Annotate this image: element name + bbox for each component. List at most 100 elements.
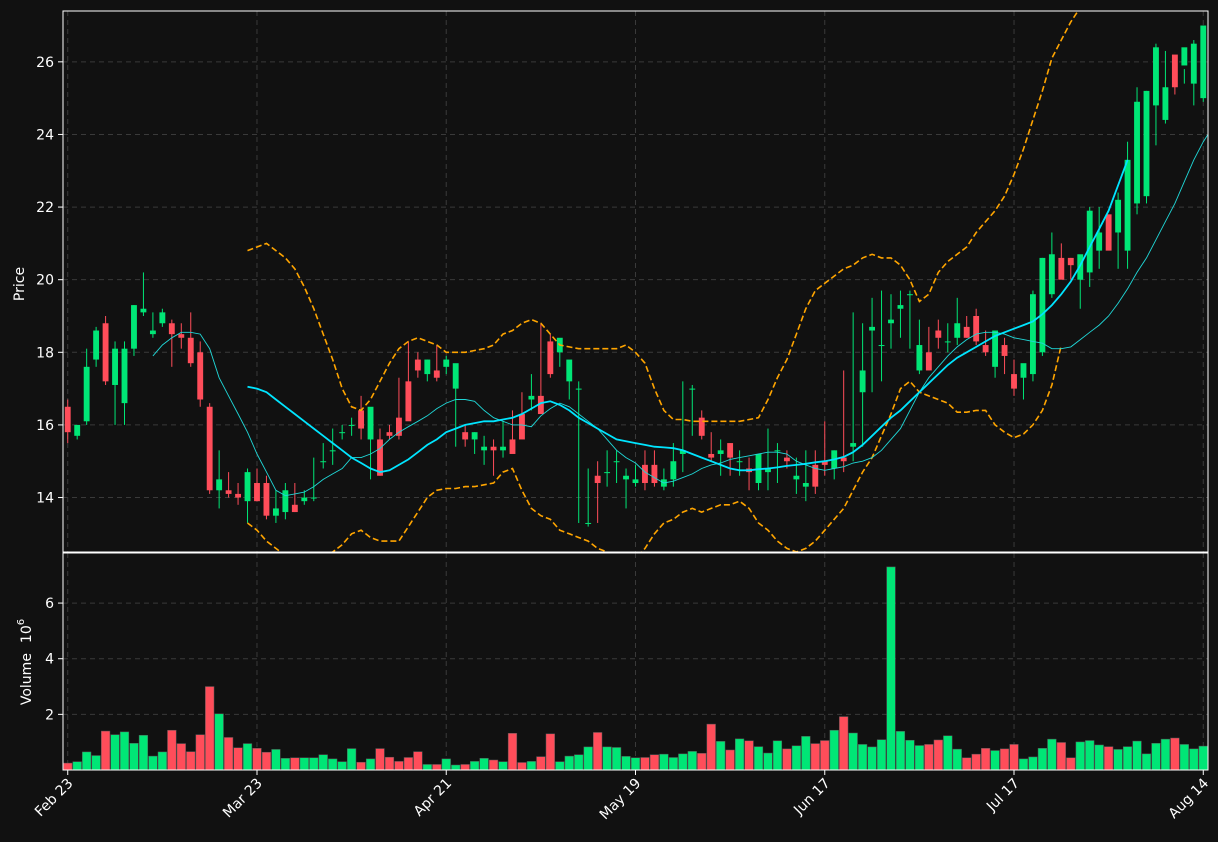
candle-body-up bbox=[131, 305, 137, 349]
price-panel: 14 16 18 20 22 24 26 bbox=[36, 10, 1209, 553]
volume-bar-down bbox=[593, 732, 603, 770]
candle-body-up bbox=[1124, 159, 1131, 251]
candle-body-up bbox=[604, 472, 611, 474]
volume-bar-up bbox=[72, 761, 82, 770]
volume-bar-down bbox=[195, 734, 205, 770]
candle-body-down bbox=[1011, 374, 1017, 389]
volume-bar-up bbox=[91, 755, 101, 770]
candle-body-up bbox=[301, 497, 308, 502]
volume-bar-down bbox=[413, 751, 423, 770]
volume-bar-up bbox=[271, 749, 281, 770]
volume-bar-down bbox=[233, 747, 243, 770]
volume-bar-up bbox=[479, 758, 489, 770]
volume-bar-up bbox=[1141, 753, 1152, 770]
volume-bar-up bbox=[422, 764, 432, 770]
candle-body-down bbox=[263, 483, 270, 516]
volume-bar-down bbox=[384, 756, 395, 770]
volume-bar-up bbox=[867, 746, 877, 770]
volume-bar-up bbox=[1160, 738, 1171, 770]
candle-body-up bbox=[481, 446, 488, 451]
price-tick-label: 18 bbox=[36, 345, 54, 361]
candle-body-up bbox=[329, 450, 336, 452]
candle-body-up bbox=[424, 359, 431, 375]
candle-body-down bbox=[1058, 257, 1065, 280]
candle-body-up bbox=[765, 468, 771, 473]
candle-body-up bbox=[906, 294, 913, 296]
volume-bar-up bbox=[801, 736, 811, 770]
volume-bar-up bbox=[734, 738, 745, 770]
candle-body-up bbox=[339, 432, 346, 434]
volume-bar-up bbox=[574, 754, 584, 770]
candle-body-up bbox=[566, 359, 573, 382]
volume-bar-down bbox=[1066, 757, 1076, 770]
volume-bar-up bbox=[1179, 744, 1189, 770]
candle-body-down bbox=[462, 432, 469, 440]
volume-bar-up bbox=[1018, 758, 1029, 770]
candle-body-up bbox=[320, 461, 327, 463]
volume-bar-up bbox=[309, 757, 319, 770]
volume-tick-label: 6 bbox=[45, 596, 54, 612]
volume-bar-down bbox=[706, 723, 716, 770]
volume-tick-label: 4 bbox=[45, 652, 54, 668]
candle-body-up bbox=[736, 461, 743, 463]
volume-bar-up bbox=[148, 755, 158, 770]
volume-bar-up bbox=[687, 751, 697, 770]
volume-bar-up bbox=[1151, 743, 1161, 770]
candle-body-up bbox=[140, 308, 147, 313]
candle-body-up bbox=[1086, 210, 1093, 273]
volume-bar-down bbox=[981, 748, 991, 770]
volume-bar-down bbox=[252, 748, 262, 770]
bollinger-upper-band bbox=[247, 11, 1079, 423]
candle-body-up bbox=[1115, 199, 1122, 233]
volume-bar-down bbox=[962, 757, 972, 770]
candle-body-up bbox=[1143, 90, 1150, 197]
candle-body-down bbox=[698, 417, 705, 436]
volume-bar-down bbox=[933, 739, 943, 770]
candle-body-up bbox=[121, 348, 128, 404]
volume-bar-down bbox=[1104, 746, 1114, 770]
price-tick-label: 14 bbox=[36, 491, 54, 507]
volume-bar-up bbox=[630, 757, 641, 770]
candle-body-up bbox=[1048, 254, 1055, 295]
candle-body-up bbox=[452, 363, 459, 389]
candle-body-down bbox=[519, 414, 525, 440]
volume-bar-down bbox=[356, 761, 366, 770]
volume-bars-group bbox=[63, 566, 1208, 770]
price-tick-label: 26 bbox=[36, 55, 54, 71]
candle-body-down bbox=[197, 352, 204, 400]
candle-body-up bbox=[244, 472, 251, 502]
volume-bar-up bbox=[952, 748, 962, 770]
candle-body-down bbox=[102, 323, 109, 382]
price-tick-label: 20 bbox=[36, 273, 54, 289]
volume-bar-up bbox=[1113, 749, 1123, 770]
candle-body-up bbox=[878, 345, 885, 347]
candle-body-up bbox=[670, 461, 677, 480]
volume-tick-label: 2 bbox=[45, 707, 54, 723]
volume-bar-up bbox=[678, 753, 688, 770]
candle-body-up bbox=[443, 359, 450, 367]
candle-body-up bbox=[272, 508, 279, 516]
volume-bar-up bbox=[583, 746, 593, 770]
volume-bar-up bbox=[110, 734, 120, 770]
candle-body-down bbox=[187, 337, 194, 364]
volume-bar-up bbox=[119, 731, 130, 770]
volume-bar-down bbox=[375, 748, 385, 770]
candle-body-down bbox=[358, 410, 365, 429]
volume-bar-up bbox=[1122, 746, 1133, 770]
candle-body-down bbox=[254, 483, 260, 502]
volume-bar-up bbox=[470, 761, 480, 770]
candle-body-up bbox=[613, 461, 620, 463]
candle-body-down bbox=[377, 439, 383, 476]
candle-body-up bbox=[216, 479, 223, 491]
volume-bar-up bbox=[611, 747, 622, 770]
candle-body-down bbox=[225, 490, 232, 494]
candle-body-down bbox=[651, 464, 658, 484]
candle-body-up bbox=[1190, 43, 1197, 84]
volume-bar-up bbox=[82, 751, 92, 770]
volume-bar-down bbox=[261, 751, 272, 770]
candle-body-up bbox=[1030, 294, 1036, 375]
volume-bar-up bbox=[157, 751, 167, 770]
volume-bar-up bbox=[1085, 740, 1095, 770]
